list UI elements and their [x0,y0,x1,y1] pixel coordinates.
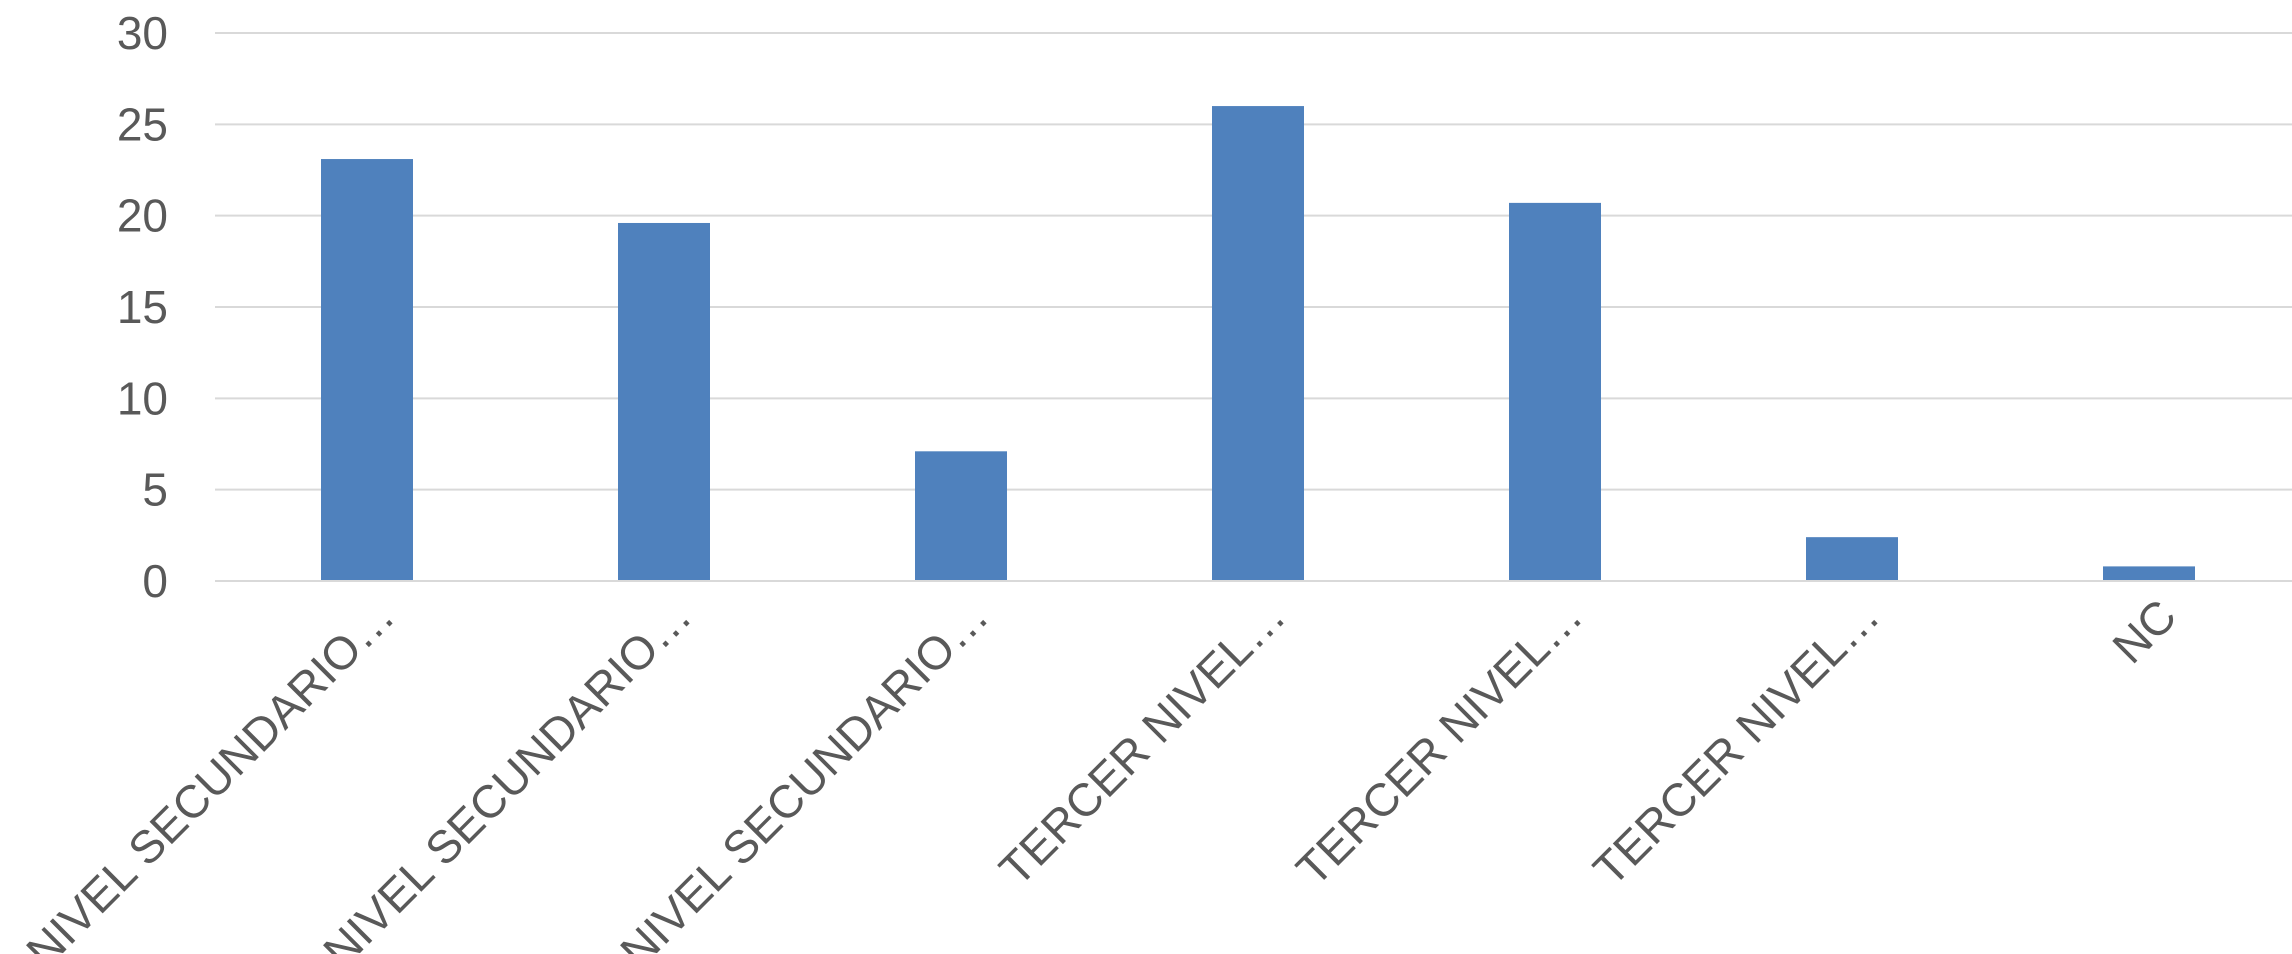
y-tick-label: 10 [117,372,168,424]
bar-3 [915,451,1007,581]
y-tick-label: 0 [142,555,168,607]
x-category-label: TERCER NIVEL… [1583,589,1889,895]
y-tick-label: 20 [117,190,168,242]
bar-6 [1806,537,1898,581]
bar-1 [321,159,413,582]
bar-5 [1509,202,1601,581]
y-tick-label: 5 [142,464,168,516]
x-category-label: TERCER NIVEL… [989,589,1295,895]
y-tick-label: 30 [117,7,168,59]
y-tick-label: 25 [117,98,168,150]
bar-2 [618,222,710,581]
bars [321,106,2195,582]
y-tick-label: 15 [117,281,168,333]
y-tick-labels: 0 5 10 15 20 25 30 [117,7,168,607]
bar-7 [2103,566,2195,581]
x-category-label: NIVEL SECUNDARIO… [16,589,404,954]
x-category-label: TERCER NIVEL… [1286,589,1592,895]
x-category-labels: NIVEL SECUNDARIO…NIVEL SECUNDARIO…NIVEL … [16,589,2186,954]
bar-4 [1212,106,1304,582]
x-category-label: NC [2102,589,2186,673]
